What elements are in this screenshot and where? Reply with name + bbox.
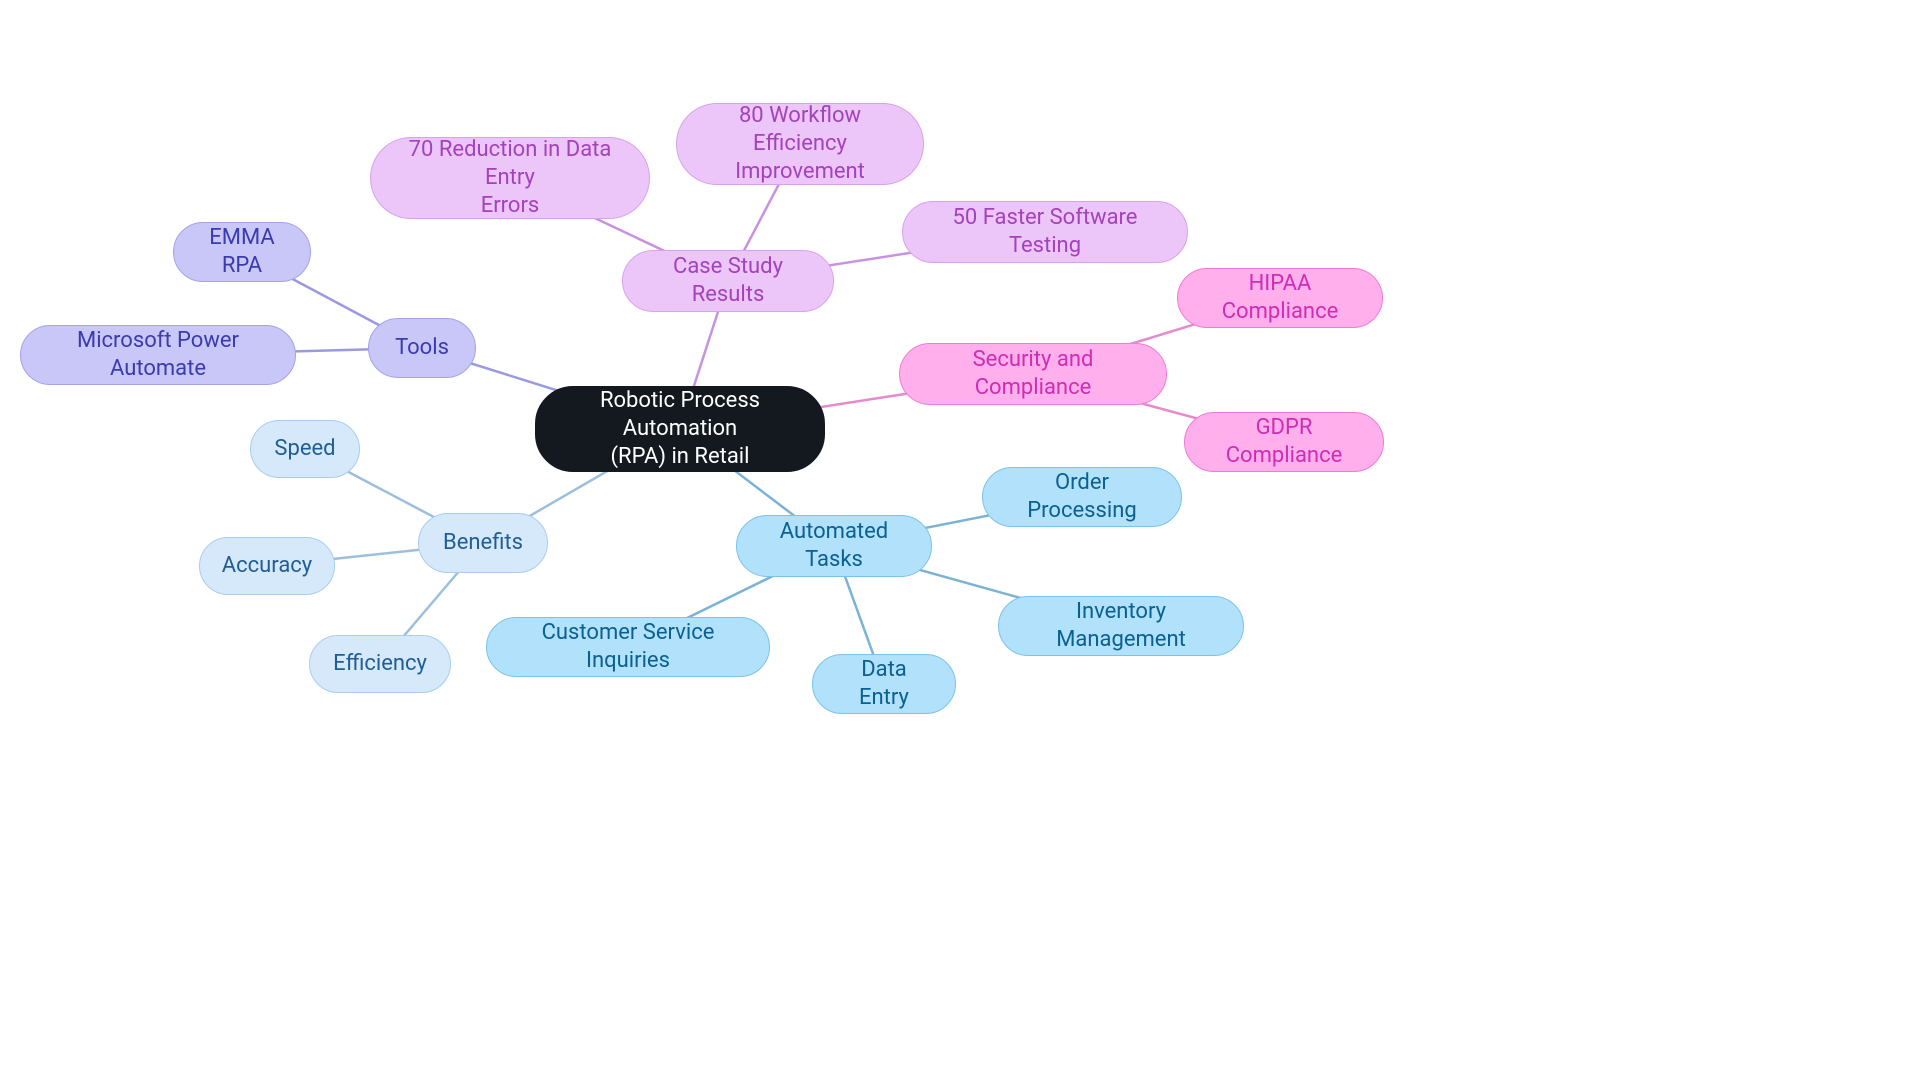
node-ben-accuracy: Accuracy [199, 537, 335, 595]
node-tools-emma: EMMA RPA [173, 222, 311, 282]
node-tools-mpa: Microsoft Power Automate [20, 325, 296, 385]
node-cs-70: 70 Reduction in Data Entry Errors [370, 137, 650, 219]
node-tools: Tools [368, 318, 476, 378]
node-auto-data: Data Entry [812, 654, 956, 714]
node-ben-efficiency: Efficiency [309, 635, 451, 693]
node-automated: Automated Tasks [736, 515, 932, 577]
node-auto-inventory: Inventory Management [998, 596, 1244, 656]
node-root: Robotic Process Automation (RPA) in Reta… [535, 386, 825, 472]
node-benefits: Benefits [418, 513, 548, 573]
node-casestudy: Case Study Results [622, 250, 834, 312]
node-cs-80: 80 Workflow Efficiency Improvement [676, 103, 924, 185]
node-cs-50: 50 Faster Software Testing [902, 201, 1188, 263]
node-sec-gdpr: GDPR Compliance [1184, 412, 1384, 472]
mindmap-canvas: Robotic Process Automation (RPA) in Reta… [0, 0, 1920, 1083]
node-ben-speed: Speed [250, 420, 360, 478]
node-auto-customer: Customer Service Inquiries [486, 617, 770, 677]
node-sec-hipaa: HIPAA Compliance [1177, 268, 1383, 328]
node-auto-order: Order Processing [982, 467, 1182, 527]
node-security: Security and Compliance [899, 343, 1167, 405]
